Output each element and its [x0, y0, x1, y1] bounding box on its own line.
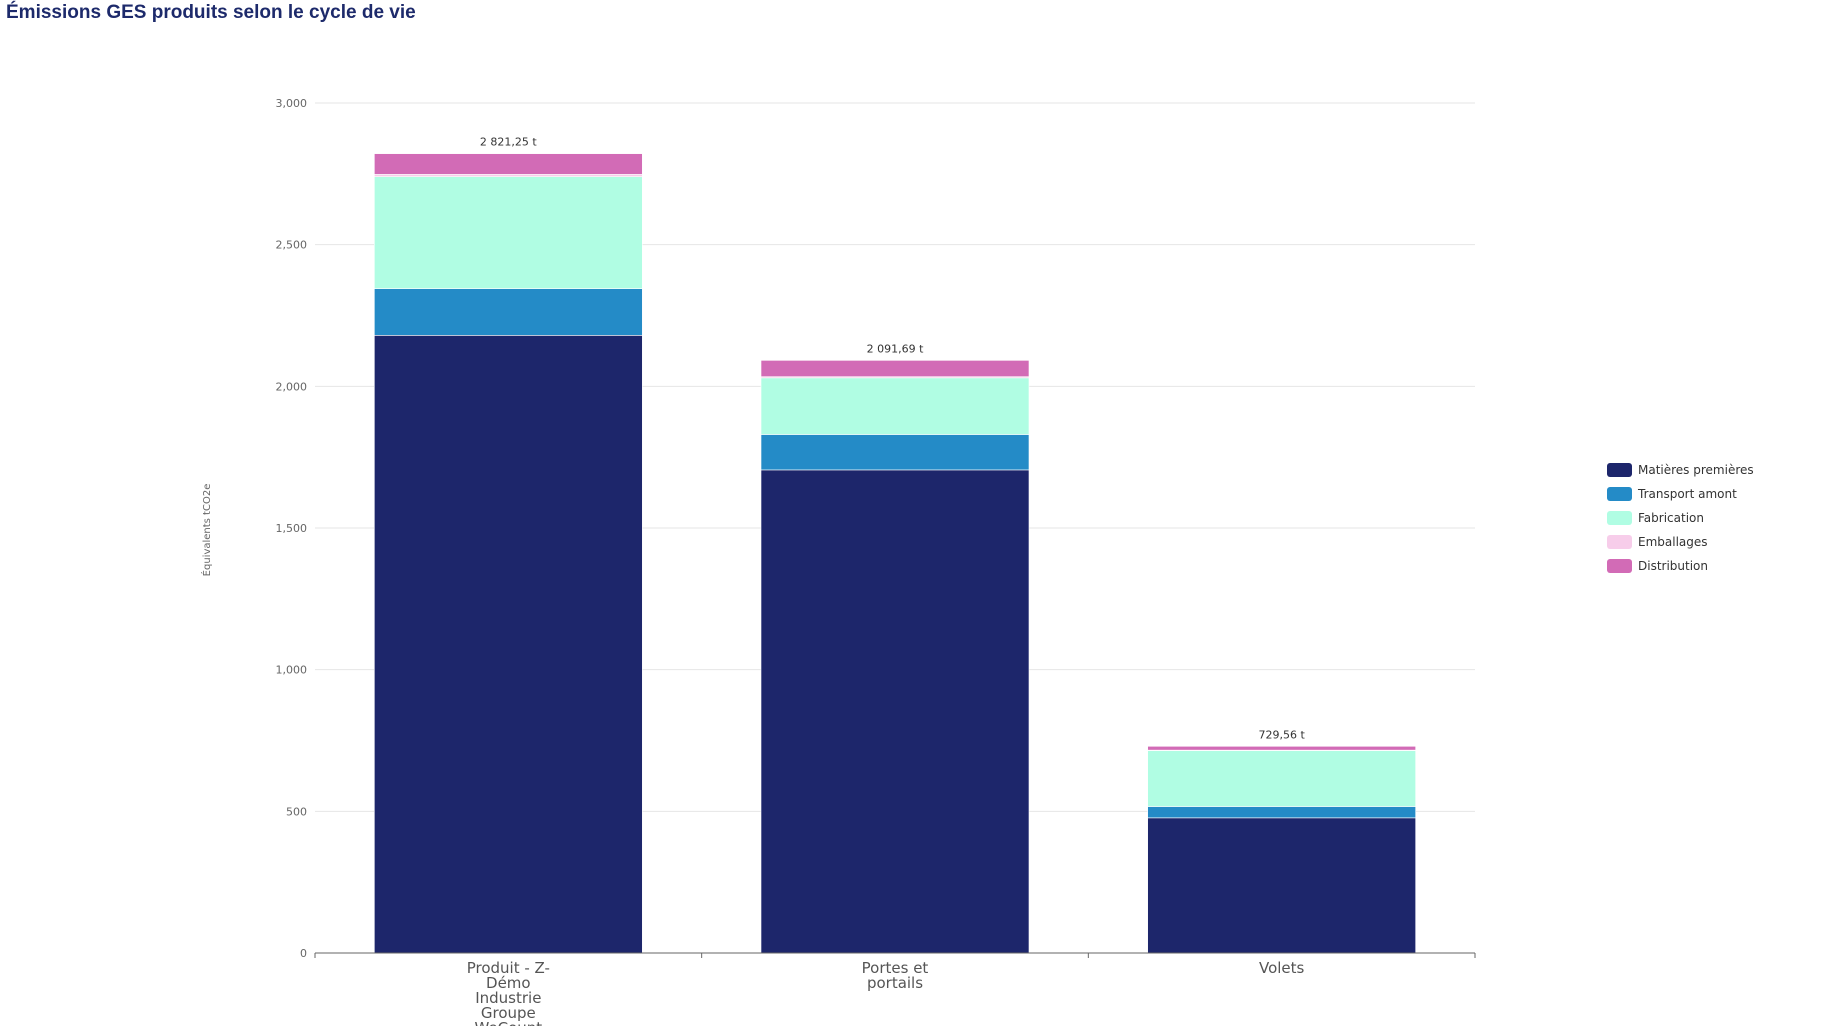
- y-axis-ticks: 0 500 1,000 1,500 2,000 2,500 3,000: [276, 97, 308, 960]
- bar-segment[interactable]: [1147, 745, 1416, 751]
- bar-totals: 2 821,25 t 2 091,69 t 729,56 t: [480, 136, 1306, 742]
- x-axis: Produit - Z-DémoIndustrieGroupeWeCount Po…: [314, 952, 1476, 1026]
- x-tick-label: Produit - Z-DémoIndustrieGroupeWeCount: [467, 959, 550, 1026]
- bar-segment[interactable]: [1147, 806, 1416, 819]
- bar-segment[interactable]: [1147, 750, 1416, 807]
- y-tick-label: 2,500: [276, 239, 308, 252]
- bar-segment[interactable]: [1147, 817, 1416, 954]
- bar-segment[interactable]: [760, 377, 1030, 435]
- bars: [374, 153, 1416, 954]
- legend-swatch[interactable]: [1607, 511, 1632, 525]
- y-tick-label: 3,000: [276, 97, 308, 110]
- legend-label[interactable]: Transport amont: [1637, 487, 1737, 501]
- legend-swatch[interactable]: [1607, 463, 1632, 477]
- bar-segment[interactable]: [760, 360, 1030, 377]
- legend-label[interactable]: Distribution: [1638, 559, 1708, 573]
- x-tick-label: Portes et portails: [862, 959, 929, 992]
- x-tick-label: Volets: [1259, 959, 1305, 977]
- bar-segment[interactable]: [760, 434, 1030, 471]
- y-tick-label: 1,000: [276, 664, 308, 677]
- bar-total-label: 2 091,69 t: [867, 342, 924, 355]
- legend-label[interactable]: Emballages: [1638, 535, 1708, 549]
- legend: Matières premières Transport amont Fabrica…: [1607, 463, 1754, 573]
- legend-swatch[interactable]: [1607, 487, 1632, 501]
- chart-title: Émissions GES produits selon le cycle de…: [6, 2, 416, 23]
- legend-label[interactable]: Fabrication: [1638, 511, 1704, 525]
- y-axis-label: Équivalents tCO2e: [200, 484, 213, 577]
- legend-swatch[interactable]: [1607, 559, 1632, 573]
- y-tick-label: 0: [300, 947, 307, 960]
- bar-segment[interactable]: [760, 469, 1030, 954]
- bar-segment[interactable]: [374, 288, 643, 336]
- bar-total-label: 2 821,25 t: [480, 136, 537, 149]
- bar-total-label: 729,56 t: [1259, 728, 1306, 741]
- bar-segment[interactable]: [374, 174, 643, 177]
- y-tick-label: 1,500: [276, 522, 308, 535]
- legend-label[interactable]: Matières premières: [1638, 463, 1754, 477]
- y-tick-label: 2,000: [276, 380, 308, 393]
- y-tick-label: 500: [286, 805, 307, 818]
- bar-segment[interactable]: [374, 335, 643, 954]
- bar-segment[interactable]: [374, 176, 643, 289]
- legend-swatch[interactable]: [1607, 535, 1632, 549]
- bar-segment[interactable]: [374, 153, 643, 175]
